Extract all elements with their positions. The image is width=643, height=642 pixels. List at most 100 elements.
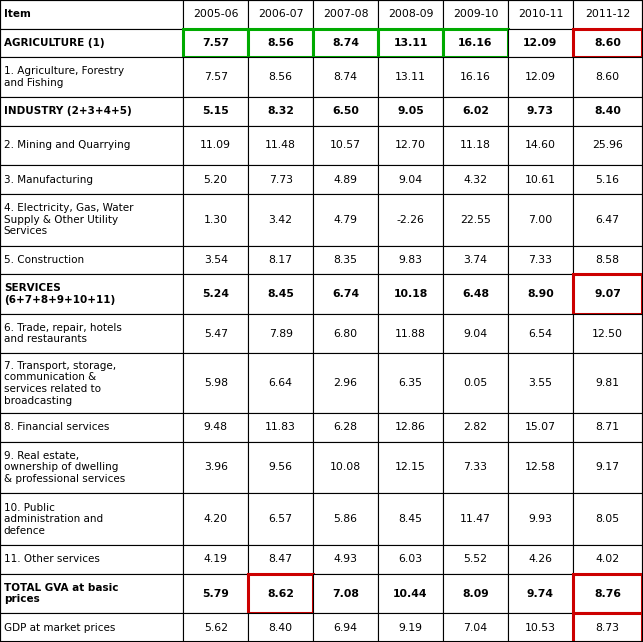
Text: 5.15: 5.15 bbox=[203, 107, 229, 116]
Bar bbox=[508, 353, 573, 413]
Bar bbox=[313, 165, 378, 194]
Bar bbox=[313, 314, 378, 353]
Text: 6.35: 6.35 bbox=[399, 378, 422, 388]
Bar bbox=[378, 413, 443, 442]
Text: 7.57: 7.57 bbox=[203, 38, 229, 48]
Text: 7. Transport, storage,
communication &
services related to
broadcasting: 7. Transport, storage, communication & s… bbox=[4, 361, 116, 406]
Bar bbox=[508, 314, 573, 353]
Text: 3. Manufacturing: 3. Manufacturing bbox=[4, 175, 93, 184]
Text: 8.32: 8.32 bbox=[267, 107, 294, 116]
Bar bbox=[0, 194, 183, 246]
Text: 2005-06: 2005-06 bbox=[193, 10, 239, 19]
Text: 7.00: 7.00 bbox=[529, 214, 552, 225]
Bar bbox=[313, 545, 378, 574]
Bar bbox=[183, 165, 248, 194]
Text: 22.55: 22.55 bbox=[460, 214, 491, 225]
Bar bbox=[313, 246, 378, 274]
Text: 5.98: 5.98 bbox=[204, 378, 228, 388]
Bar bbox=[378, 353, 443, 413]
Bar bbox=[313, 613, 378, 642]
Bar bbox=[378, 574, 443, 613]
Bar bbox=[313, 574, 378, 613]
Bar bbox=[443, 97, 508, 126]
Bar bbox=[248, 574, 313, 613]
Bar bbox=[443, 0, 508, 29]
Text: INDUSTRY (2+3+4+5): INDUSTRY (2+3+4+5) bbox=[4, 107, 132, 116]
Bar bbox=[508, 0, 573, 29]
Text: 8.47: 8.47 bbox=[269, 555, 293, 564]
Text: 10.61: 10.61 bbox=[525, 175, 556, 184]
Bar bbox=[183, 413, 248, 442]
Text: 6.03: 6.03 bbox=[399, 555, 422, 564]
Bar bbox=[183, 545, 248, 574]
Bar bbox=[0, 574, 183, 613]
Text: 5.47: 5.47 bbox=[204, 329, 228, 338]
Text: 12.86: 12.86 bbox=[395, 422, 426, 432]
Bar bbox=[248, 545, 313, 574]
Text: 9.19: 9.19 bbox=[399, 623, 422, 632]
Bar bbox=[313, 194, 378, 246]
Bar bbox=[508, 165, 573, 194]
Bar bbox=[0, 29, 183, 57]
Bar bbox=[0, 613, 183, 642]
Text: 11.88: 11.88 bbox=[395, 329, 426, 338]
Bar bbox=[248, 57, 313, 97]
Bar bbox=[183, 274, 248, 314]
Bar bbox=[573, 57, 642, 97]
Text: 7.33: 7.33 bbox=[529, 255, 552, 265]
Bar bbox=[183, 314, 248, 353]
Text: 11.47: 11.47 bbox=[460, 514, 491, 525]
Bar bbox=[508, 29, 573, 57]
Text: 12.15: 12.15 bbox=[395, 462, 426, 473]
Text: 7.04: 7.04 bbox=[464, 623, 487, 632]
Text: 9.73: 9.73 bbox=[527, 107, 554, 116]
Text: 2.96: 2.96 bbox=[334, 378, 358, 388]
Bar bbox=[313, 274, 378, 314]
Text: GDP at market prices: GDP at market prices bbox=[4, 623, 115, 632]
Bar bbox=[443, 274, 508, 314]
Bar bbox=[183, 353, 248, 413]
Text: 7.08: 7.08 bbox=[332, 589, 359, 598]
Text: 2010-11: 2010-11 bbox=[518, 10, 563, 19]
Bar bbox=[183, 194, 248, 246]
Bar bbox=[443, 353, 508, 413]
Text: 7.57: 7.57 bbox=[204, 72, 228, 82]
Bar bbox=[378, 29, 443, 57]
Text: 8.62: 8.62 bbox=[267, 589, 294, 598]
Text: 10. Public
administration and
defence: 10. Public administration and defence bbox=[4, 503, 103, 536]
Bar bbox=[573, 574, 642, 613]
Text: 4. Electricity, Gas, Water
Supply & Other Utility
Services: 4. Electricity, Gas, Water Supply & Othe… bbox=[4, 203, 133, 236]
Bar bbox=[378, 613, 443, 642]
Text: 8.76: 8.76 bbox=[594, 589, 621, 598]
Bar bbox=[0, 442, 183, 493]
Bar bbox=[378, 97, 443, 126]
Bar bbox=[183, 493, 248, 545]
Text: 5.62: 5.62 bbox=[204, 623, 228, 632]
Text: 6.02: 6.02 bbox=[462, 107, 489, 116]
Bar bbox=[183, 0, 248, 29]
Text: 6.28: 6.28 bbox=[334, 422, 358, 432]
Bar bbox=[508, 613, 573, 642]
Bar bbox=[248, 97, 313, 126]
Text: 8.45: 8.45 bbox=[267, 289, 294, 299]
Text: 12.70: 12.70 bbox=[395, 141, 426, 150]
Bar bbox=[573, 545, 642, 574]
Text: 12.50: 12.50 bbox=[592, 329, 623, 338]
Text: 4.79: 4.79 bbox=[334, 214, 358, 225]
Text: 4.89: 4.89 bbox=[334, 175, 358, 184]
Bar bbox=[313, 353, 378, 413]
Bar bbox=[443, 126, 508, 165]
Bar bbox=[573, 493, 642, 545]
Bar bbox=[443, 246, 508, 274]
Text: 5.20: 5.20 bbox=[204, 175, 228, 184]
Text: 10.57: 10.57 bbox=[330, 141, 361, 150]
Bar bbox=[0, 314, 183, 353]
Text: 9.05: 9.05 bbox=[397, 107, 424, 116]
Bar bbox=[443, 442, 508, 493]
Bar bbox=[248, 194, 313, 246]
Bar bbox=[443, 545, 508, 574]
Text: 9.56: 9.56 bbox=[269, 462, 293, 473]
Bar bbox=[248, 613, 313, 642]
Text: 3.96: 3.96 bbox=[204, 462, 228, 473]
Text: 11.83: 11.83 bbox=[265, 422, 296, 432]
